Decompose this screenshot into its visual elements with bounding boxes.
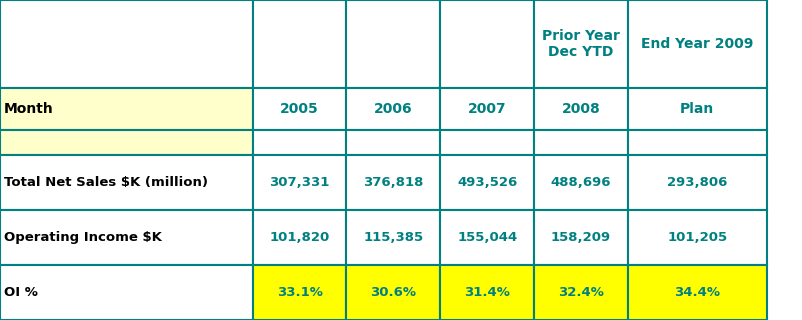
Bar	[346, 0, 440, 88]
Bar	[534, 210, 628, 265]
Text: 293,806: 293,806	[667, 176, 727, 189]
Bar	[440, 88, 534, 130]
Text: OI %: OI %	[4, 286, 38, 299]
Bar	[628, 0, 767, 88]
Bar	[253, 0, 346, 88]
Text: 34.4%: 34.4%	[674, 286, 720, 299]
Text: 32.4%: 32.4%	[558, 286, 604, 299]
Bar	[346, 210, 440, 265]
Bar	[0, 265, 253, 320]
Bar	[534, 0, 628, 88]
Text: Plan: Plan	[680, 102, 715, 116]
Text: 30.6%: 30.6%	[371, 286, 416, 299]
Bar	[534, 155, 628, 210]
Bar	[253, 88, 346, 130]
Bar	[346, 155, 440, 210]
Text: 115,385: 115,385	[363, 231, 423, 244]
Text: 376,818: 376,818	[363, 176, 423, 189]
Text: 2005: 2005	[280, 102, 319, 116]
Bar	[534, 130, 628, 155]
Bar	[253, 130, 346, 155]
Text: 488,696: 488,696	[551, 176, 611, 189]
Text: 2006: 2006	[374, 102, 413, 116]
Bar	[0, 0, 253, 88]
Bar	[628, 210, 767, 265]
Text: 493,526: 493,526	[457, 176, 517, 189]
Bar	[0, 155, 253, 210]
Bar	[628, 88, 767, 130]
Text: 31.4%: 31.4%	[464, 286, 510, 299]
Bar	[346, 130, 440, 155]
Text: 155,044: 155,044	[457, 231, 517, 244]
Bar	[440, 210, 534, 265]
Bar	[628, 130, 767, 155]
Text: Prior Year
Dec YTD: Prior Year Dec YTD	[542, 29, 620, 59]
Bar	[253, 265, 346, 320]
Text: Operating Income $K: Operating Income $K	[4, 231, 162, 244]
Bar	[253, 155, 346, 210]
Bar	[628, 265, 767, 320]
Text: 101,820: 101,820	[269, 231, 330, 244]
Text: 2008: 2008	[561, 102, 601, 116]
Text: Month: Month	[4, 102, 54, 116]
Bar	[440, 130, 534, 155]
Bar	[534, 265, 628, 320]
Bar	[628, 155, 767, 210]
Bar	[253, 210, 346, 265]
Text: 33.1%: 33.1%	[277, 286, 322, 299]
Bar	[346, 265, 440, 320]
Bar	[346, 88, 440, 130]
Text: 307,331: 307,331	[269, 176, 330, 189]
Text: 158,209: 158,209	[551, 231, 611, 244]
Text: 101,205: 101,205	[667, 231, 727, 244]
Bar	[0, 88, 253, 130]
Bar	[534, 88, 628, 130]
Text: 2007: 2007	[468, 102, 507, 116]
Text: End Year 2009: End Year 2009	[641, 37, 754, 51]
Bar	[440, 0, 534, 88]
Bar	[440, 265, 534, 320]
Bar	[440, 155, 534, 210]
Text: Total Net Sales $K (million): Total Net Sales $K (million)	[4, 176, 208, 189]
Bar	[0, 130, 253, 155]
Bar	[0, 210, 253, 265]
